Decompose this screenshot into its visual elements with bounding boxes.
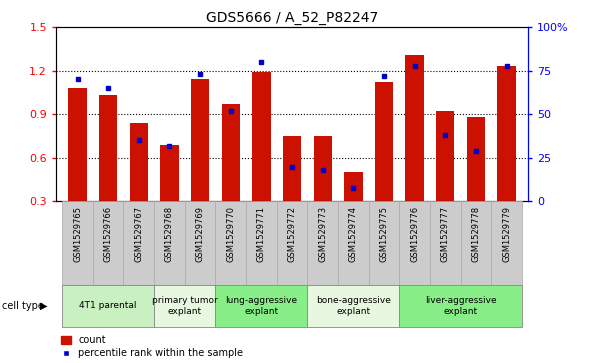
Bar [369, 201, 399, 285]
Text: bone-aggressive
explant: bone-aggressive explant [316, 296, 391, 316]
Bar [313, 136, 332, 245]
Bar [430, 201, 461, 285]
Bar [399, 285, 522, 327]
Bar [160, 145, 179, 245]
Bar [283, 136, 301, 245]
Text: primary tumor
explant: primary tumor explant [152, 296, 218, 316]
Text: GSM1529774: GSM1529774 [349, 205, 358, 262]
Text: GSM1529779: GSM1529779 [502, 205, 511, 262]
Bar [277, 201, 307, 285]
Bar [399, 201, 430, 285]
Text: GSM1529770: GSM1529770 [226, 205, 235, 262]
Bar [154, 285, 215, 327]
Bar [62, 201, 93, 285]
Bar [307, 201, 338, 285]
Bar [68, 88, 87, 245]
Text: GSM1529767: GSM1529767 [135, 205, 143, 262]
Text: GSM1529775: GSM1529775 [379, 205, 388, 262]
Bar [154, 201, 185, 285]
Text: GSM1529773: GSM1529773 [318, 205, 327, 262]
Bar [130, 123, 148, 245]
Text: liver-aggressive
explant: liver-aggressive explant [425, 296, 496, 316]
Bar [99, 95, 117, 245]
Text: lung-aggressive
explant: lung-aggressive explant [225, 296, 297, 316]
Text: 4T1 parental: 4T1 parental [80, 301, 137, 310]
Bar [497, 66, 516, 245]
Bar [491, 201, 522, 285]
Text: GSM1529766: GSM1529766 [104, 205, 113, 262]
Text: GSM1529765: GSM1529765 [73, 205, 82, 262]
Bar [344, 172, 362, 245]
Text: ▶: ▶ [40, 301, 48, 311]
Text: cell type: cell type [2, 301, 44, 311]
Bar [185, 201, 215, 285]
Bar [467, 117, 485, 245]
Legend: count, percentile rank within the sample: count, percentile rank within the sample [61, 335, 244, 358]
Bar [62, 285, 154, 327]
Bar [191, 79, 209, 245]
Bar [123, 201, 154, 285]
Bar [338, 201, 369, 285]
Bar [307, 285, 399, 327]
Text: GSM1529772: GSM1529772 [287, 205, 297, 262]
Title: GDS5666 / A_52_P82247: GDS5666 / A_52_P82247 [206, 11, 378, 25]
Text: GSM1529769: GSM1529769 [196, 205, 205, 262]
Text: GSM1529778: GSM1529778 [471, 205, 480, 262]
Text: GSM1529771: GSM1529771 [257, 205, 266, 262]
Bar [215, 201, 246, 285]
Bar [246, 201, 277, 285]
Bar [405, 55, 424, 245]
Bar [461, 201, 491, 285]
Bar [375, 82, 393, 245]
Text: GSM1529777: GSM1529777 [441, 205, 450, 262]
Bar [222, 104, 240, 245]
Bar [215, 285, 307, 327]
Bar [252, 72, 271, 245]
Bar [93, 201, 123, 285]
Text: GSM1529776: GSM1529776 [410, 205, 419, 262]
Text: GSM1529768: GSM1529768 [165, 205, 174, 262]
Bar [436, 111, 454, 245]
